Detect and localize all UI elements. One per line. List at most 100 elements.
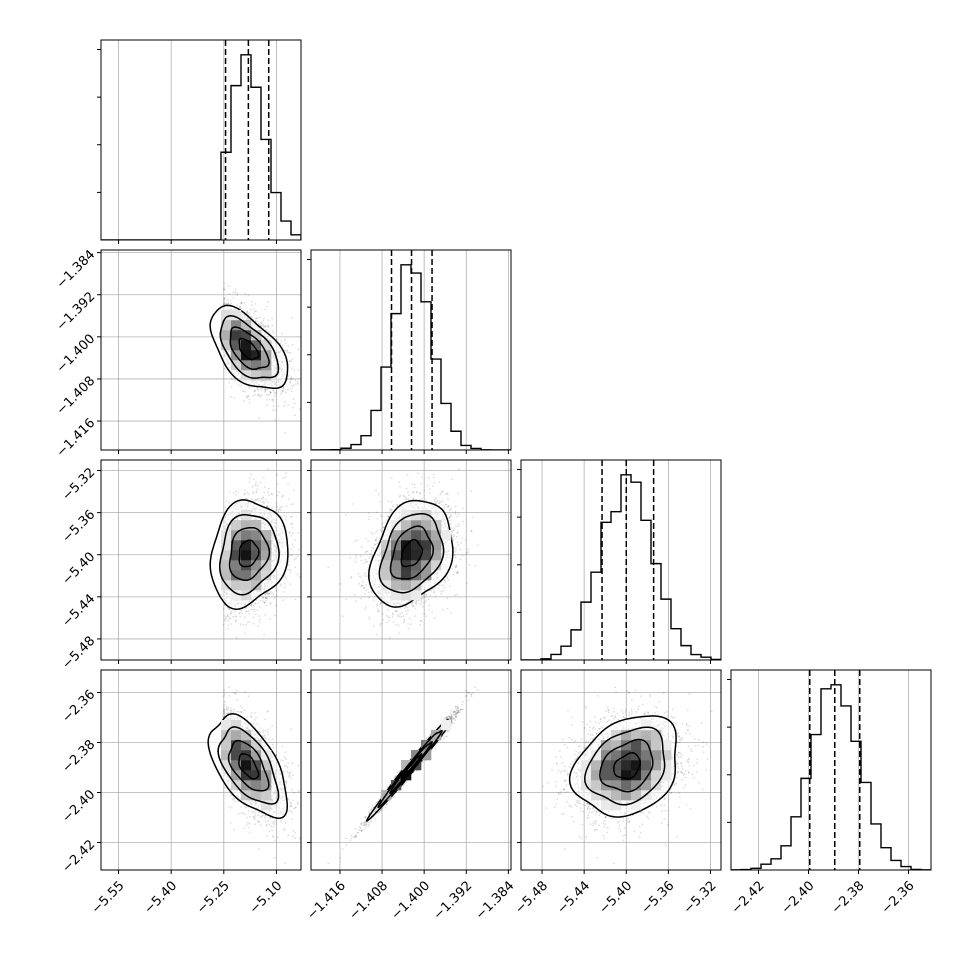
sample-point: [242, 390, 245, 393]
sample-point: [237, 491, 240, 493]
sample-point: [258, 394, 261, 396]
sample-point: [228, 382, 231, 384]
sample-point: [268, 394, 271, 396]
sample-point: [282, 386, 285, 389]
sample-point: [258, 615, 260, 618]
sample-point: [290, 378, 292, 381]
sample-point: [223, 368, 226, 370]
sample-point: [246, 312, 248, 314]
sample-point: [223, 297, 226, 300]
sample-point: [243, 399, 246, 402]
sample-point: [267, 325, 270, 327]
sample-point: [297, 348, 299, 351]
sample-point: [269, 602, 272, 605]
sample-point: [272, 408, 274, 411]
sample-point: [294, 414, 297, 417]
sample-point: [296, 380, 299, 383]
sample-point: [272, 405, 275, 408]
density-cell: [221, 310, 232, 321]
density-cell: [241, 320, 252, 331]
sample-point: [285, 472, 288, 475]
sample-point: [234, 379, 237, 382]
sample-point: [223, 298, 226, 300]
sample-point: [290, 535, 293, 537]
sample-point: [290, 360, 292, 363]
sample-point: [288, 363, 290, 366]
sample-point: [225, 302, 228, 305]
sample-point: [273, 391, 276, 394]
sample-point: [298, 576, 301, 578]
sample-point: [256, 387, 259, 390]
sample-point: [259, 618, 261, 621]
sample-point: [226, 606, 229, 609]
sample-point: [273, 614, 276, 617]
panel-frame: [520, 459, 722, 661]
sample-point: [254, 310, 256, 313]
sample-point: [291, 554, 294, 557]
y-tick-label: −1.392: [54, 289, 99, 334]
sample-point: [287, 569, 289, 571]
sample-point: [288, 532, 291, 535]
sample-point: [255, 320, 257, 323]
sample-point: [284, 431, 287, 434]
sample-point: [244, 616, 246, 619]
sample-point: [269, 391, 272, 394]
sample-point: [282, 388, 285, 390]
sample-point: [266, 301, 269, 304]
sample-point: [244, 292, 247, 295]
sample-point: [241, 301, 243, 304]
sample-point: [281, 391, 283, 393]
sample-point: [285, 515, 288, 518]
y-tick-label: −1.400: [54, 332, 99, 377]
density-cell: [261, 350, 272, 361]
sample-point: [252, 622, 255, 625]
sample-point: [281, 505, 283, 508]
sample-point: [222, 607, 225, 610]
sample-point: [234, 291, 237, 294]
sample-point: [291, 522, 294, 525]
sample-point: [261, 497, 264, 500]
sample-point: [228, 608, 231, 610]
sample-point: [263, 388, 266, 391]
sample-point: [283, 400, 286, 403]
sample-point: [275, 391, 277, 394]
sample-point: [291, 344, 294, 346]
sample-point: [282, 477, 284, 480]
sample-point: [285, 349, 288, 352]
sample-point: [259, 481, 262, 484]
sample-point: [284, 338, 287, 340]
sample-point: [297, 368, 300, 371]
sample-point: [295, 383, 297, 385]
sample-point: [254, 317, 257, 320]
sample-point: [289, 531, 291, 533]
sample-point: [280, 392, 282, 395]
density-cell: [231, 310, 242, 321]
sample-point: [274, 604, 277, 607]
grid-lines: [118, 40, 277, 240]
sample-point: [226, 613, 229, 616]
sample-point: [230, 302, 232, 305]
sample-point: [253, 499, 255, 502]
sample-point: [281, 332, 284, 335]
sample-point: [291, 367, 294, 370]
sample-point: [249, 308, 252, 311]
sample-point: [255, 310, 257, 313]
sample-point: [232, 378, 235, 381]
sample-point: [254, 390, 257, 392]
sample-point: [271, 592, 273, 595]
sample-point: [265, 604, 268, 607]
sample-point: [252, 608, 255, 611]
sample-point: [262, 501, 264, 503]
sample-point: [268, 592, 271, 595]
sample-point: [283, 339, 286, 342]
sample-point: [246, 310, 249, 313]
sample-point: [279, 342, 282, 345]
sample-point: [290, 523, 292, 526]
sample-point: [269, 602, 272, 604]
sample-point: [264, 391, 267, 393]
sample-point: [266, 305, 268, 308]
sample-point: [293, 369, 296, 372]
sample-point: [248, 398, 251, 401]
histogram-step-4: [731, 684, 931, 870]
